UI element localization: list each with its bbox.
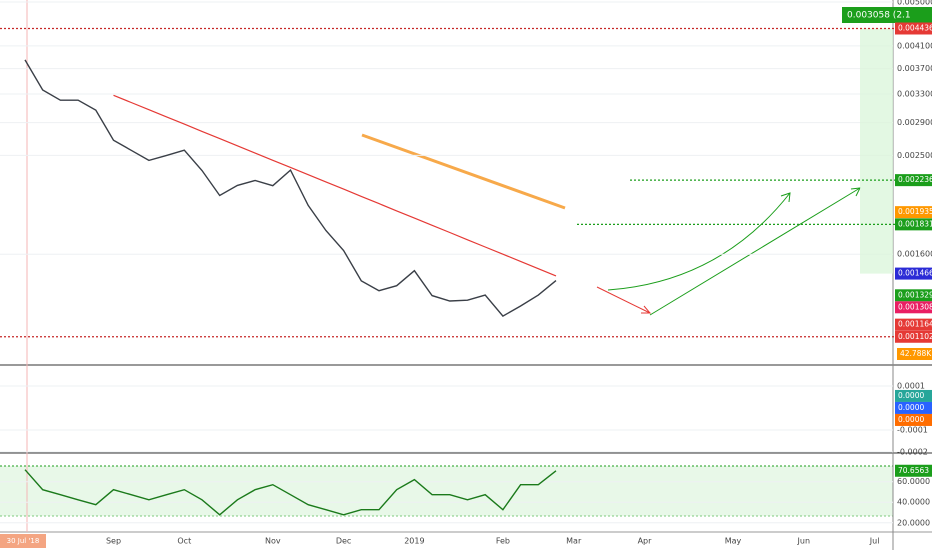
price-tag-label: 70.6563 [898, 466, 929, 475]
measure-label: 0.003058 (2.1 [847, 11, 911, 21]
indicator-tag-label: 0.0000 [898, 415, 924, 424]
y-tick-label: 0.001600 [897, 250, 932, 259]
trend-line [361, 133, 566, 210]
indicator-tag-label: 0.0000 [898, 391, 924, 400]
x-tick-label: May [725, 537, 742, 546]
series-line [113, 94, 557, 277]
volume-tag-box [897, 348, 932, 360]
price-tag [895, 267, 932, 280]
price-tag-label: 0.004436 [898, 23, 932, 32]
x-tick-label: Jul [869, 537, 880, 546]
price-tag-label: 0.001308 [898, 302, 932, 311]
series-line [24, 59, 557, 317]
price-tag [895, 464, 932, 477]
measure-box [842, 7, 932, 23]
indicator-tag-label: 0.0000 [898, 403, 924, 412]
y-tick-label: 0.002900 [897, 118, 932, 127]
x-tick-label: Jun [797, 537, 811, 546]
y-tick-label: 20.0000 [897, 518, 930, 527]
price-tag [895, 22, 932, 35]
y-tick-label: 0.003300 [897, 89, 932, 98]
price-tag-label: 0.001164 [898, 320, 932, 329]
y-tick-label: -0.0002 [897, 448, 928, 457]
y-tick-label: 0.0001 [897, 381, 925, 390]
price-tag-label: 0.001466 [898, 269, 932, 278]
y-tick-label: 0.002500 [897, 151, 932, 160]
projection-arrows [596, 187, 861, 316]
price-tag-label: 0.001102 [898, 332, 932, 341]
x-tick-label: Oct [177, 537, 191, 546]
arrow-head [780, 192, 791, 203]
indicator-tag [895, 389, 932, 402]
volume-tag: 42.788K [900, 349, 932, 358]
rsi-band [0, 466, 893, 516]
indicator-tag [895, 413, 932, 426]
price-tag [895, 218, 932, 231]
series-line [24, 469, 557, 516]
price-tag-label: 0.001329 [898, 290, 932, 299]
x-tick-label: Nov [265, 537, 281, 546]
y-tick-label: 0.003700 [897, 64, 932, 73]
x-tick-label: Mar [566, 537, 582, 546]
x-tick-label: Sep [106, 537, 121, 546]
price-tag [895, 301, 932, 314]
price-tag [895, 174, 932, 187]
price-tag [895, 206, 932, 219]
x-tick-label: 30 Jul '18 [7, 537, 40, 545]
price-tag-label: 0.002236 [898, 175, 932, 184]
x-tick-label: Dec [336, 537, 351, 546]
cursor-date-box [0, 534, 46, 548]
arrow-down [596, 286, 651, 314]
arrow-line [649, 187, 861, 316]
price-tag [895, 330, 932, 343]
price-tag-label: 0.001935 [898, 207, 932, 216]
x-tick-label: Feb [496, 537, 510, 546]
price-tag [895, 318, 932, 331]
y-tick-label: -0.0001 [897, 425, 928, 434]
y-tick-label: 0.004100 [897, 41, 932, 50]
arrow-curve [607, 192, 791, 291]
price-tag-label: 0.001831 [898, 219, 932, 228]
y-tick-label: 40.0000 [897, 498, 930, 507]
y-tick-label: 0.0050000 [897, 0, 932, 7]
price-tag [895, 289, 932, 302]
arrow-head [641, 305, 652, 314]
x-tick-label: 2019 [404, 537, 424, 546]
x-tick-label: Apr [638, 537, 653, 546]
y-tick-label: 60.0000 [897, 477, 930, 486]
target-zone [860, 28, 893, 274]
indicator-tag [895, 401, 932, 414]
